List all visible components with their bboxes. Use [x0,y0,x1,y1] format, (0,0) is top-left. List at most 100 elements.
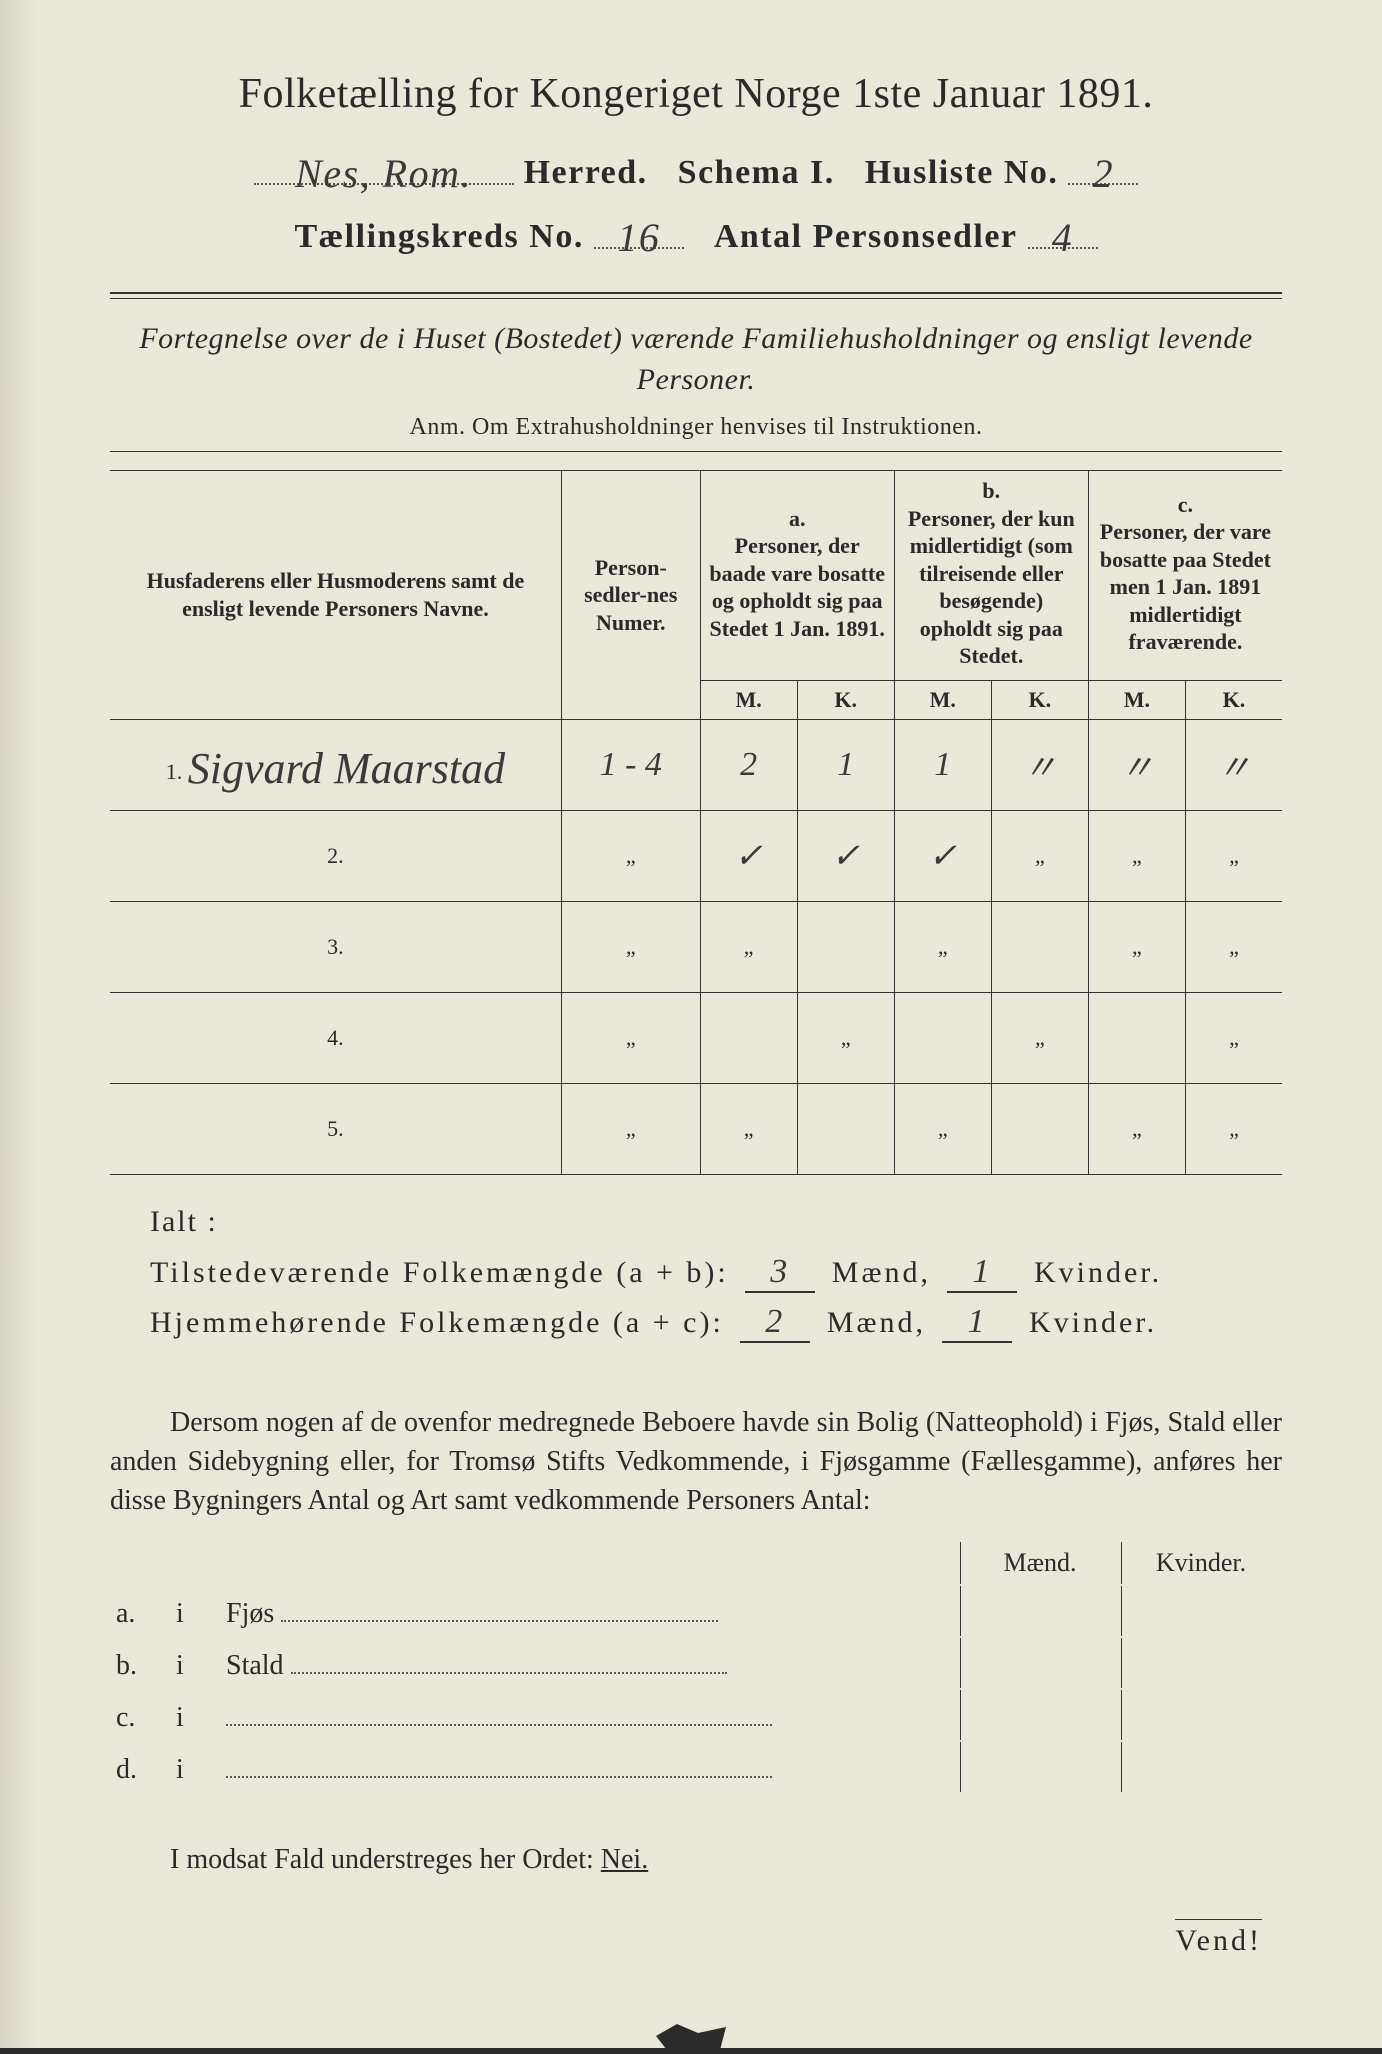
table-row: 3. „ „ „ „ „ [110,901,1282,992]
cell: 2 [740,746,757,783]
modsat-pre: I modsat Fald understreges her Ordet: [170,1844,601,1875]
vend-label: Vend! [1175,1919,1262,1958]
kvinder: Kvinder. [1034,1256,1162,1289]
cell: „ [700,901,797,992]
herred-label: Herred. [524,154,648,191]
cell [991,1083,1088,1174]
table-row: 1. Sigvard Maarstad 1 - 4 2 1 1 〃 〃 〃 [110,719,1282,810]
kvinder: Kvinder. [1029,1306,1157,1339]
tot2-label: Hjemmehørende Folkemængde (a + c): [150,1306,724,1339]
household-table: Husfaderens eller Husmoderens samt de en… [110,470,1282,1175]
table-row: 2. „ ✓ ✓ ✓ „ „ „ [110,810,1282,901]
cell: „ [894,1083,991,1174]
sub-row: b. i Stald [112,1638,1280,1688]
cell: „ [1088,1083,1185,1174]
page-title: Folketælling for Kongeriget Norge 1ste J… [110,70,1282,118]
header-row-3: Tællingskreds No. 16 Antal Personsedler … [110,210,1282,256]
cell: 〃 [1120,750,1154,787]
cell: „ [797,992,894,1083]
mk-k: K. [797,680,894,719]
cell: ✓ [734,838,763,875]
col-num: Person-sedler-nes Numer. [561,471,700,720]
modsat-line: I modsat Fald understreges her Ordet: Ne… [110,1844,1282,1876]
cell [797,901,894,992]
cell: ✓ [929,838,958,875]
cell: „ [1185,992,1282,1083]
bolig-paragraph: Dersom nogen af de ovenfor medregnede Be… [110,1403,1282,1521]
mk-m: M. [894,680,991,719]
ialt-label: Ialt : [150,1205,1282,1239]
cell: „ [1088,901,1185,992]
sub-i: i [172,1638,220,1688]
cell: 〃 [1023,750,1057,787]
table-row: 4. „ „ „ „ [110,992,1282,1083]
kreds-no: 16 [617,215,660,260]
sub-k: a. [112,1586,170,1636]
cell: „ [1185,810,1282,901]
tot1-m: 3 [770,1253,790,1290]
cell: „ [1088,810,1185,901]
rule [110,451,1282,452]
col-names: Husfaderens eller Husmoderens samt de en… [110,471,561,720]
husliste-label: Husliste No. [865,154,1059,191]
tot2-m: 2 [765,1303,785,1340]
totals-line-1: Tilstedeværende Folkemængde (a + b): 3 M… [150,1253,1282,1293]
tot1-k: 1 [972,1253,992,1290]
sub-k: d. [112,1742,170,1792]
rule [110,292,1282,299]
table-row: 5. „ „ „ „ „ [110,1083,1282,1174]
antal-val: 4 [1052,215,1074,260]
schema-label: Schema I. [678,154,835,191]
cell: „ [561,901,700,992]
person-name: Sigvard Maarstad [188,744,505,793]
mk-m: M. [700,680,797,719]
cell [991,901,1088,992]
col-b-text: Personer, der kun midlertidigt (som tilr… [908,506,1075,669]
col-c-text: Personer, der vare bosatte paa Stedet me… [1100,519,1271,654]
cell: 1 [934,746,951,783]
sub-i: i [172,1742,220,1792]
cell: „ [991,992,1088,1083]
row-no: 1. [166,759,183,784]
sub-i: i [172,1586,220,1636]
intro-text: Fortegnelse over de i Huset (Bostedet) v… [110,319,1282,400]
row-no: 3. [327,934,344,959]
anm-text: Anm. Om Extrahusholdninger henvises til … [110,414,1282,441]
sub-head-k: Kvinder. [1121,1542,1280,1584]
cell: „ [561,992,700,1083]
sub-label: Fjøs [226,1598,274,1629]
col-b-label: b. [982,478,1000,503]
antal-label: Antal Personsedler [714,218,1018,255]
cell: „ [1185,901,1282,992]
cell: „ [561,1083,700,1174]
cell: „ [1185,1083,1282,1174]
cell: „ [894,901,991,992]
mk-k: K. [1185,680,1282,719]
col-a-text: Personer, der baade vare bosatte og opho… [709,533,885,641]
cell [797,1083,894,1174]
col-a-label: a. [789,506,806,531]
maend: Mænd, [827,1306,926,1339]
page-edge [0,0,40,2048]
cell [894,992,991,1083]
sub-label: Stald [226,1650,284,1681]
tot2-k: 1 [967,1303,987,1340]
sub-k: c. [112,1690,170,1740]
sub-i: i [172,1690,220,1740]
row-no: 5. [327,1116,344,1141]
cell [700,992,797,1083]
col-c-label: c. [1178,492,1193,517]
husliste-no: 2 [1093,151,1115,196]
maend: Mænd, [832,1256,931,1289]
page-tear [656,2024,726,2054]
totals-line-2: Hjemmehørende Folkemængde (a + c): 2 Mæn… [150,1303,1282,1343]
tot1-label: Tilstedeværende Folkemængde (a + b): [150,1256,729,1289]
cell: 1 - 4 [600,746,662,783]
mk-m: M. [1088,680,1185,719]
sub-row: a. i Fjøs [112,1586,1280,1636]
cell: „ [561,810,700,901]
header-row-2: Nes, Rom. Herred. Schema I. Husliste No.… [110,146,1282,192]
sub-k: b. [112,1638,170,1688]
modsat-nei: Nei. [601,1844,648,1875]
sub-row: d. i [112,1742,1280,1792]
